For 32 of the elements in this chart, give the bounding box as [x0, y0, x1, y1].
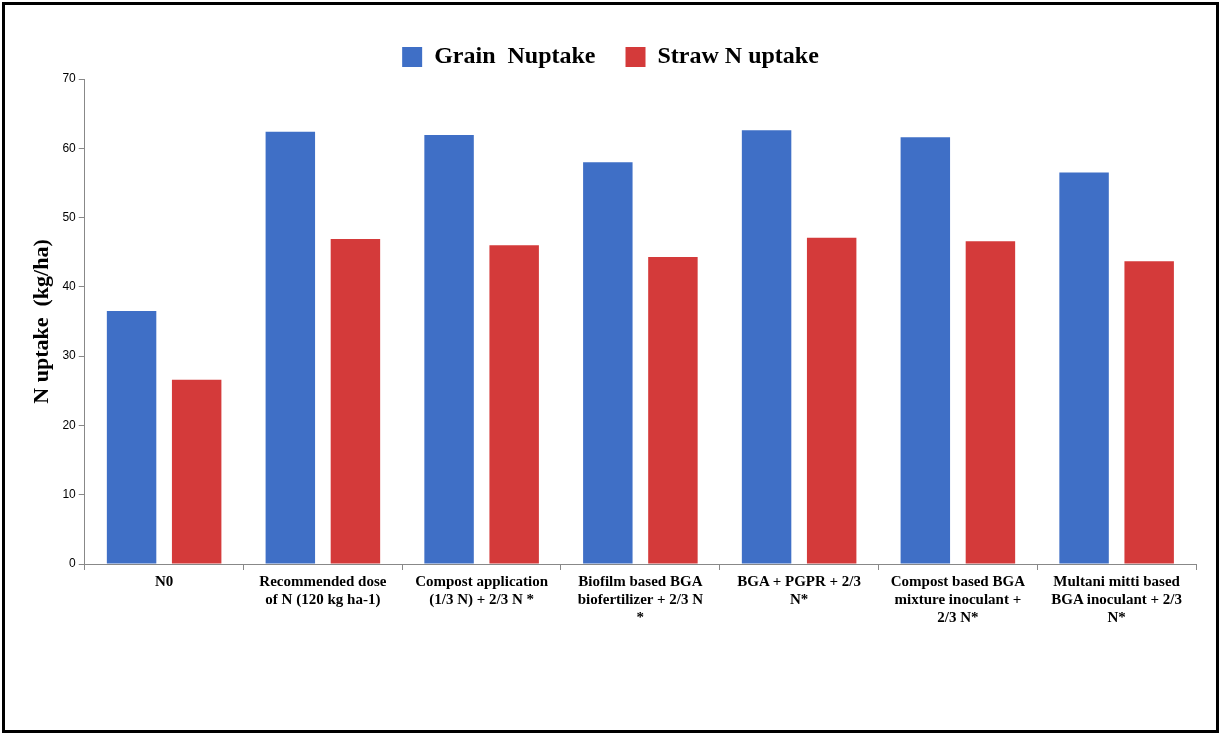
- bar: [1059, 172, 1109, 564]
- bar: [648, 257, 698, 564]
- legend-label: Straw N uptake: [657, 42, 820, 69]
- y-tick-label: 0: [69, 556, 77, 571]
- x-tick-label: Biofilm based BGA biofertilizer + 2/3 N *: [577, 572, 704, 625]
- y-tick-label: 20: [62, 417, 77, 432]
- x-tick-label: Multani mitti based BGA inoculant + 2/3 N*: [1051, 572, 1182, 625]
- x-tick-label: BGA + PGPR + 2/3 N*: [737, 572, 862, 607]
- y-tick-label: 40: [62, 279, 77, 294]
- y-tick-label: 60: [62, 140, 77, 155]
- legend-label: Grain Nuptake: [434, 42, 596, 69]
- x-tick-label: Compost application (1/3 N) + 2/3 N *: [415, 572, 549, 608]
- bar: [106, 311, 157, 564]
- bar: [171, 379, 222, 564]
- bar: [741, 130, 792, 564]
- y-tick-label: 50: [62, 209, 77, 224]
- bar: [424, 135, 474, 564]
- bar: [806, 237, 857, 564]
- bar: [583, 162, 633, 564]
- y-tick-label: 10: [62, 487, 77, 502]
- y-tick-label: 30: [62, 348, 77, 363]
- y-tick-label: 70: [62, 71, 77, 86]
- y-axis-title: N uptake (kg/ha): [27, 239, 53, 404]
- bar: [1124, 261, 1174, 564]
- bar: [265, 131, 316, 564]
- bar: [900, 137, 951, 564]
- bar: [965, 241, 1016, 564]
- x-tick-label: Recommended dose of N (120 kg ha-1): [259, 572, 387, 608]
- bar: [330, 239, 381, 564]
- x-tick-label: N0: [154, 572, 174, 589]
- bar: [489, 245, 539, 564]
- x-tick-label: Compost based BGA mixture inoculant + 2/3 N*: [890, 572, 1026, 625]
